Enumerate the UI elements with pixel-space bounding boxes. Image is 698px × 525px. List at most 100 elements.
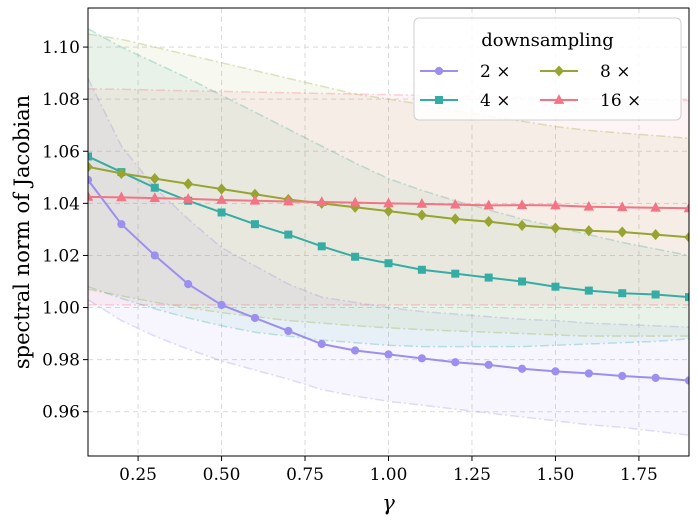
data-point — [583, 200, 595, 211]
band-area — [88, 28, 689, 347]
data-point — [351, 252, 360, 261]
x-tick-label: 1.75 — [620, 465, 658, 485]
legend-marker — [434, 66, 444, 76]
data-point — [417, 209, 427, 221]
y-tick-label: 1.00 — [42, 299, 80, 319]
data-point — [550, 199, 561, 210]
data-point — [651, 373, 660, 382]
data-point — [250, 220, 259, 229]
data-point — [216, 183, 227, 195]
axis-ticks: 0.25 0.50 0.75 1.00 1.25 1.50 1.75 0.96 0.98 1.00… — [42, 38, 658, 485]
x-tick-label: 0.75 — [286, 465, 324, 485]
data-point — [150, 251, 159, 260]
data-point — [618, 371, 627, 381]
data-point — [684, 376, 689, 385]
data-point — [650, 201, 661, 212]
data-point — [683, 202, 689, 213]
data-point — [551, 282, 560, 291]
data-point — [116, 167, 127, 179]
legend-marker — [553, 94, 565, 104]
y-tick-label: 0.98 — [42, 351, 80, 371]
data-point — [484, 273, 493, 282]
data-point — [416, 198, 428, 208]
legend: downsampling 2 × 4 × 8 × 16 × — [413, 17, 682, 121]
data-point — [149, 192, 161, 203]
data-point — [184, 279, 193, 289]
data-point — [685, 293, 689, 302]
band-area — [88, 34, 689, 337]
data-point — [349, 196, 361, 207]
y-tick-label: 1.06 — [42, 142, 80, 162]
data-point — [516, 199, 528, 210]
data-point — [650, 229, 661, 241]
data-point — [684, 231, 689, 243]
y-tick-label: 1.04 — [42, 194, 80, 214]
x-tick-label: 0.25 — [119, 465, 157, 485]
legend-label: 16 × — [600, 91, 641, 111]
y-tick-label: 1.10 — [42, 38, 80, 58]
data-point — [451, 358, 460, 367]
data-point — [651, 290, 660, 299]
legend-label: 4 × — [480, 91, 510, 111]
legend-label: 2 × — [480, 62, 510, 82]
data-point — [250, 313, 260, 323]
legend-title: downsampling — [481, 30, 614, 51]
data-point — [88, 161, 93, 173]
data-point — [417, 265, 426, 274]
data-point — [217, 208, 226, 217]
data-point — [451, 269, 460, 278]
legend-box — [413, 17, 682, 121]
data-point — [616, 201, 628, 212]
data-point — [450, 198, 461, 209]
data-point — [483, 199, 494, 210]
x-tick-label: 1.25 — [453, 465, 491, 485]
data-point — [484, 360, 493, 369]
data-point — [518, 277, 527, 286]
x-axis-label: γ — [382, 491, 395, 515]
data-point — [317, 242, 326, 251]
data-point — [150, 183, 159, 192]
data-point — [284, 326, 293, 336]
data-point — [383, 197, 394, 208]
data-point — [383, 205, 394, 217]
data-point — [617, 226, 628, 238]
data-point — [351, 346, 360, 355]
data-point — [618, 289, 627, 298]
data-point — [550, 222, 561, 234]
data-point — [216, 194, 227, 204]
legend-marker — [554, 65, 564, 77]
legend-label: 8 × — [600, 62, 630, 82]
data-point — [384, 259, 393, 268]
legend-marker — [435, 96, 443, 104]
band-upper-line — [88, 28, 689, 257]
data-point — [217, 300, 226, 310]
data-point — [417, 354, 426, 363]
y-tick-label: 1.02 — [42, 246, 80, 266]
data-point — [450, 213, 461, 225]
data-point — [517, 219, 527, 232]
data-point — [284, 230, 293, 239]
data-point — [584, 369, 593, 378]
data-point — [517, 364, 527, 373]
data-point — [551, 367, 560, 376]
data-point — [182, 193, 194, 203]
data-point — [183, 178, 194, 190]
data-point — [483, 216, 494, 228]
band-upper-line — [88, 77, 689, 328]
band-area — [88, 78, 689, 436]
band-area — [88, 88, 689, 305]
data-point — [149, 173, 160, 185]
y-tick-label: 1.08 — [42, 90, 80, 110]
data-point — [88, 152, 92, 161]
band-lower-line — [88, 285, 689, 348]
x-tick-label: 0.50 — [203, 465, 241, 485]
confidence-bands — [88, 28, 689, 436]
series-lines — [88, 152, 689, 385]
data-point — [117, 220, 126, 229]
x-tick-label: 1.50 — [537, 465, 575, 485]
data-point — [316, 196, 327, 206]
data-point — [249, 194, 261, 205]
data-point — [584, 286, 593, 295]
data-point — [283, 195, 294, 206]
